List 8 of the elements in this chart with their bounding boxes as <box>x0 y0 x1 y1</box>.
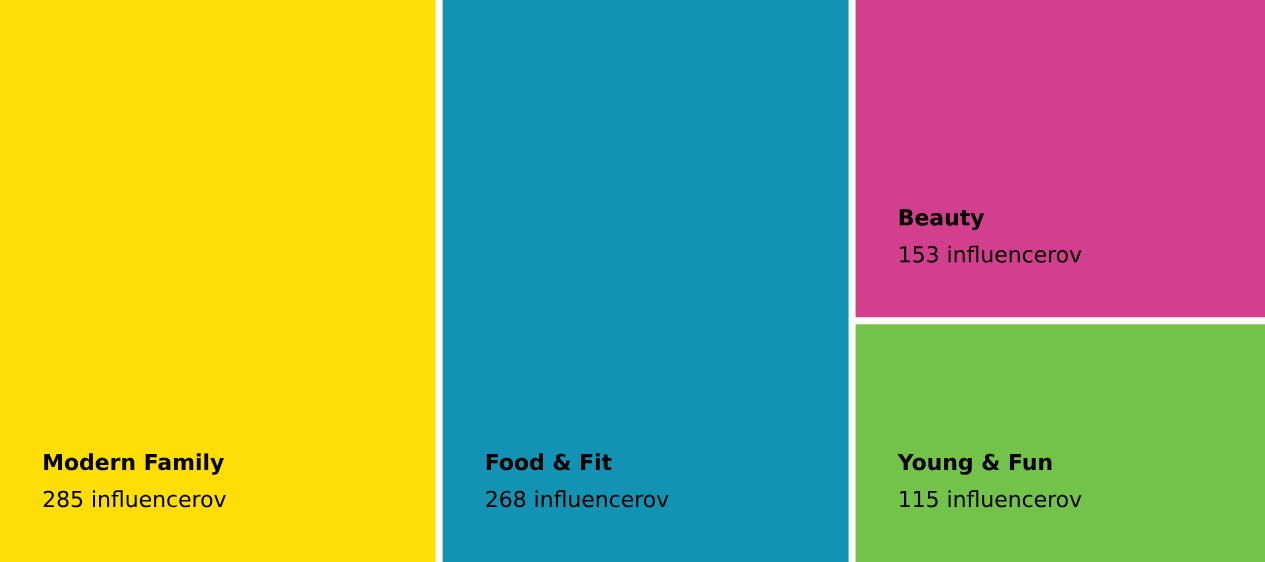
category-label: Food & Fit <box>486 453 612 471</box>
category-label: Young & Fun <box>897 453 1052 475</box>
data-label: 153 influencerov <box>900 245 1082 263</box>
category-label: Modern Family <box>44 453 224 475</box>
data-label: 285 influencerov <box>43 490 226 508</box>
data-label: 268 influencerov <box>486 490 669 508</box>
data-label: 115 influencerov <box>900 490 1082 508</box>
category-label: Beauty <box>899 209 985 231</box>
